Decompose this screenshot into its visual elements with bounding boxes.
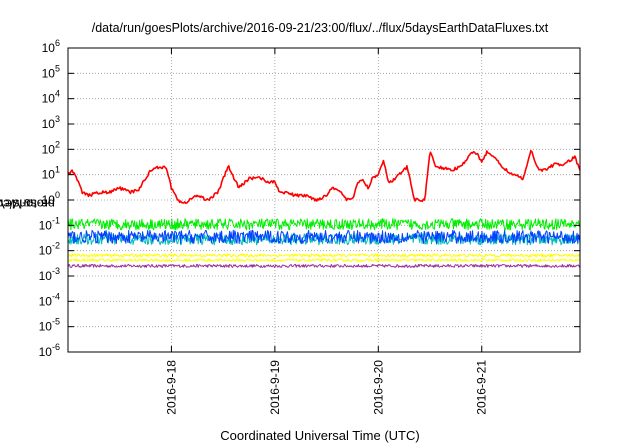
- series-line: [67, 150, 581, 204]
- x-tick-label: 2016-9-21: [475, 360, 489, 415]
- y-tick-label: 10-1: [39, 215, 60, 232]
- y-tick-label: 10-2: [39, 241, 60, 258]
- y-tick-label: 103: [42, 114, 60, 131]
- series-line: [67, 218, 581, 231]
- series-line: [67, 263, 581, 268]
- y-tick-label: 10-4: [39, 291, 60, 308]
- x-axis-label: Coordinated Universal Time (UTC): [220, 428, 420, 443]
- y-tick-label: 101: [42, 165, 60, 182]
- y-tick-label: 102: [42, 139, 60, 156]
- chart-title: /data/run/goesPlots/archive/2016-09-21/2…: [91, 21, 549, 35]
- y-tick-label: 105: [42, 63, 60, 80]
- series-line: [67, 253, 581, 258]
- x-tick-label: 2016-9-20: [371, 360, 385, 415]
- y-tick-label: 104: [42, 89, 60, 106]
- y-tick-label: 106: [42, 38, 60, 55]
- series-line: [67, 258, 581, 262]
- series-group: [67, 150, 581, 268]
- x-tick-label: 2016-9-18: [164, 360, 178, 415]
- y-tick-label: 10-6: [39, 342, 60, 359]
- plot-frame: [67, 47, 581, 353]
- series-line: [67, 229, 581, 244]
- y-tick-label: 10-3: [39, 266, 60, 283]
- x-tick-label: 2016-9-19: [268, 360, 282, 415]
- grid-lines: [68, 48, 580, 352]
- y-tick-label: 10-5: [39, 317, 60, 334]
- y-tick-label: 100: [42, 190, 60, 207]
